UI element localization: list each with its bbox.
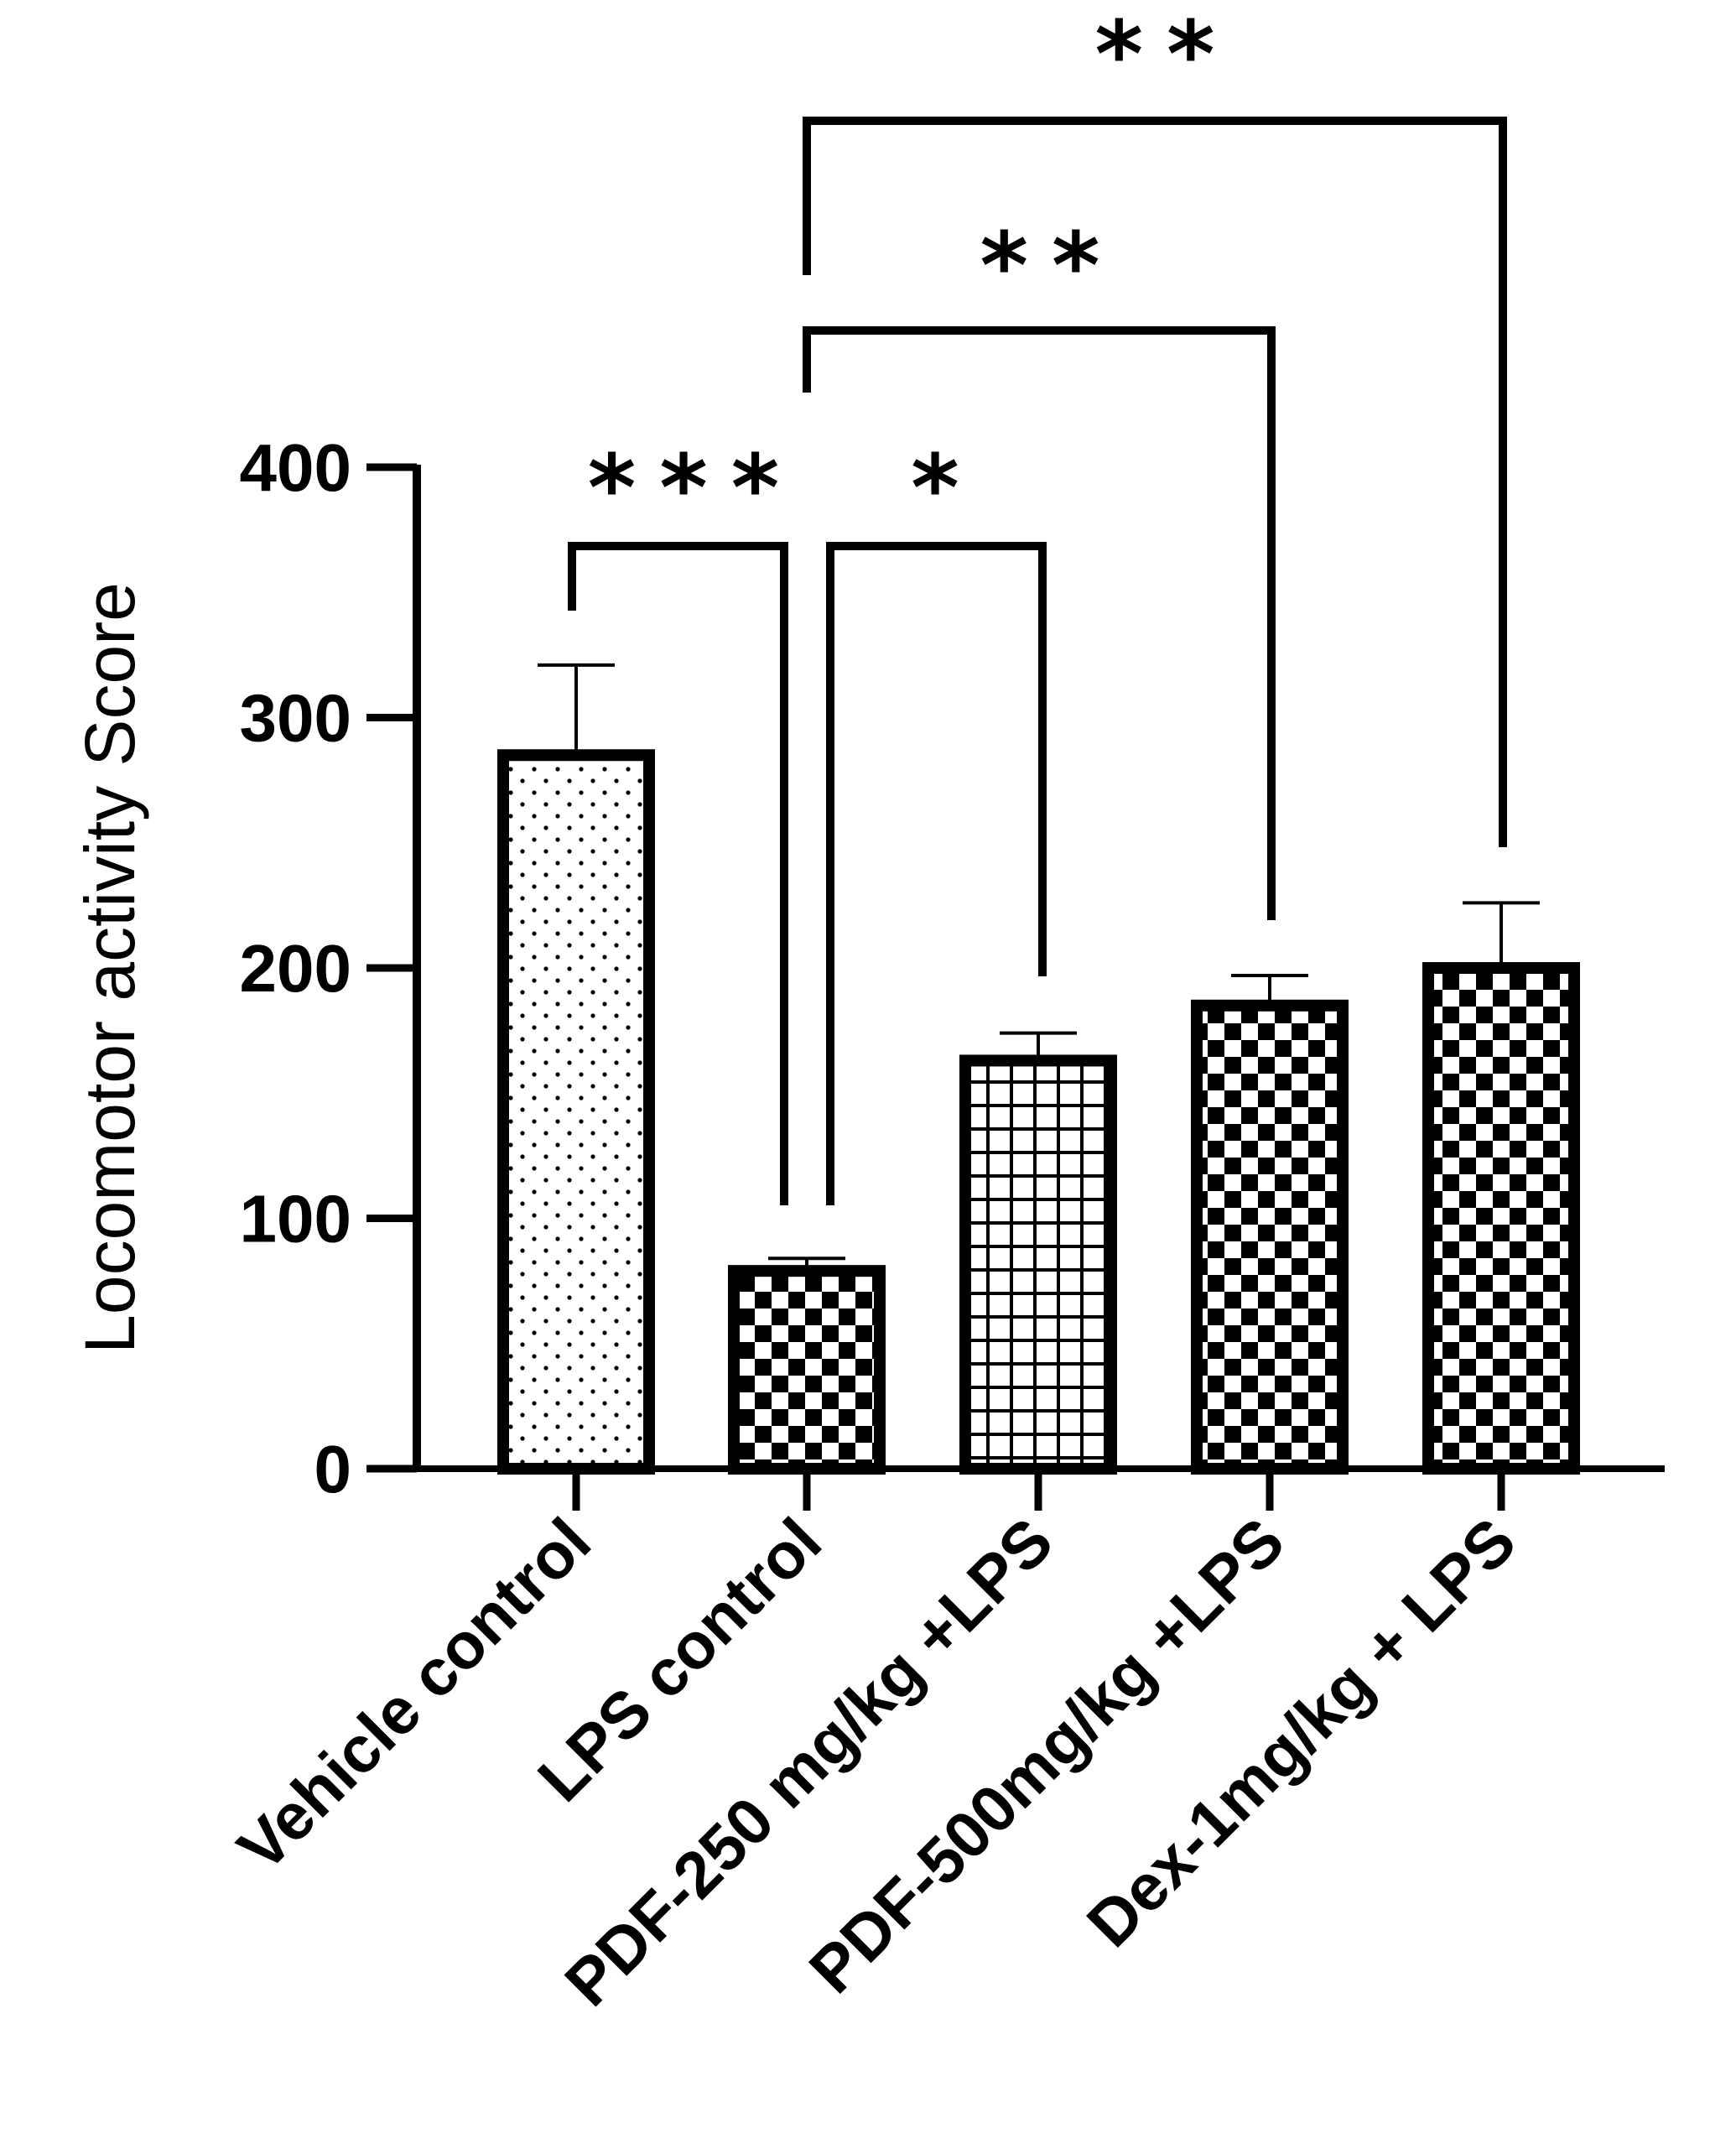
y-axis-label: Locomotor activity Score: [70, 582, 149, 1354]
bar: [728, 1265, 886, 1475]
significance-bracket: [803, 117, 1507, 847]
bars: [497, 749, 1580, 1475]
bar: [497, 749, 655, 1475]
error-bars: [538, 663, 1540, 1272]
significance-label: **: [1094, 1, 1238, 108]
significance-bracket: [568, 542, 788, 1205]
y-tick-label: 100: [240, 1182, 351, 1256]
significance-brackets: *** *****: [568, 1, 1507, 1205]
significance-label: **: [980, 212, 1123, 320]
significance-bracket: [803, 326, 1276, 920]
y-tick-label: 200: [240, 931, 351, 1006]
significance-label: *: [911, 434, 983, 542]
bar: [959, 1054, 1117, 1475]
x-tick-label: Dex-1mg/kg + LPS: [1073, 1504, 1530, 1961]
y-tick-label: 400: [240, 430, 351, 505]
bar: [1191, 999, 1349, 1475]
x-tick-label: PDF-500mg/kg +LPS: [795, 1504, 1298, 2007]
significance-label: ***: [588, 434, 803, 542]
bar: [1422, 962, 1580, 1475]
y-tick-label: 300: [240, 681, 351, 756]
x-tick-label: Vehicle control: [223, 1504, 605, 1886]
y-tick-label: 0: [314, 1432, 352, 1506]
significance-bracket: [826, 542, 1047, 1205]
